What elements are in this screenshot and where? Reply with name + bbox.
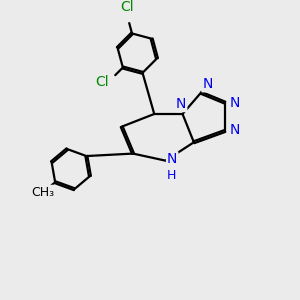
Text: CH₃: CH₃ bbox=[32, 186, 55, 199]
Text: N: N bbox=[167, 152, 177, 166]
Text: N: N bbox=[229, 122, 240, 136]
Text: N: N bbox=[229, 96, 240, 110]
Text: H: H bbox=[167, 169, 176, 182]
Text: Cl: Cl bbox=[120, 0, 134, 14]
Text: Cl: Cl bbox=[95, 74, 109, 88]
Text: N: N bbox=[176, 97, 186, 111]
Text: N: N bbox=[202, 77, 213, 91]
